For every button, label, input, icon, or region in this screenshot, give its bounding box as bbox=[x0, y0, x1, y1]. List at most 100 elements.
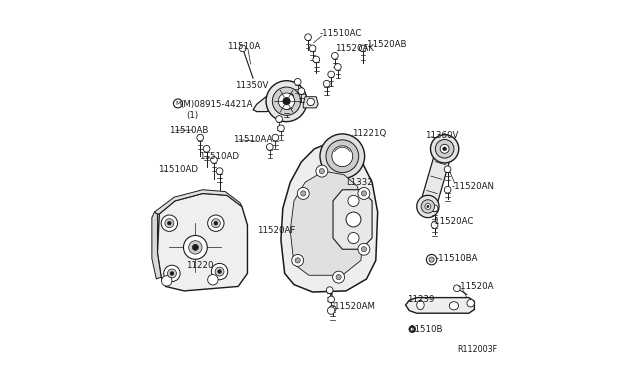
Polygon shape bbox=[333, 190, 372, 249]
Text: 11510AD: 11510AD bbox=[158, 165, 198, 174]
Circle shape bbox=[435, 140, 454, 158]
Text: (1): (1) bbox=[186, 111, 198, 120]
Circle shape bbox=[429, 257, 434, 262]
Circle shape bbox=[431, 205, 438, 212]
Circle shape bbox=[301, 191, 306, 196]
Ellipse shape bbox=[449, 302, 459, 310]
Circle shape bbox=[298, 187, 309, 199]
Circle shape bbox=[440, 144, 449, 153]
Ellipse shape bbox=[417, 301, 424, 310]
Polygon shape bbox=[157, 193, 248, 291]
Circle shape bbox=[346, 212, 361, 227]
Circle shape bbox=[273, 87, 301, 115]
Circle shape bbox=[298, 88, 305, 94]
Circle shape bbox=[410, 327, 414, 331]
Polygon shape bbox=[253, 94, 289, 112]
Circle shape bbox=[266, 81, 307, 122]
Circle shape bbox=[316, 165, 328, 177]
Circle shape bbox=[417, 195, 439, 218]
Circle shape bbox=[330, 305, 336, 312]
Circle shape bbox=[292, 254, 303, 266]
Circle shape bbox=[294, 78, 301, 85]
Circle shape bbox=[431, 222, 438, 228]
Text: 11520AF: 11520AF bbox=[257, 226, 295, 235]
Text: -11520AM: -11520AM bbox=[331, 302, 375, 311]
Circle shape bbox=[193, 244, 198, 250]
Circle shape bbox=[272, 134, 278, 141]
Circle shape bbox=[211, 157, 218, 163]
Text: (M)08915-4421A: (M)08915-4421A bbox=[180, 100, 253, 109]
Circle shape bbox=[295, 258, 300, 263]
Polygon shape bbox=[152, 212, 161, 279]
Circle shape bbox=[358, 187, 370, 199]
Circle shape bbox=[239, 45, 246, 52]
Circle shape bbox=[276, 116, 282, 122]
Circle shape bbox=[319, 169, 324, 174]
Text: L1332: L1332 bbox=[346, 178, 372, 187]
Circle shape bbox=[218, 270, 221, 273]
Circle shape bbox=[173, 99, 182, 108]
Polygon shape bbox=[291, 171, 365, 275]
Text: -11520AN: -11520AN bbox=[452, 182, 495, 190]
Circle shape bbox=[211, 219, 220, 228]
Circle shape bbox=[358, 243, 370, 255]
Circle shape bbox=[409, 326, 415, 333]
Circle shape bbox=[207, 215, 224, 231]
Circle shape bbox=[444, 166, 451, 173]
Circle shape bbox=[427, 205, 429, 208]
Polygon shape bbox=[281, 142, 378, 292]
Circle shape bbox=[165, 219, 174, 228]
Text: 11510AB: 11510AB bbox=[170, 126, 209, 135]
Circle shape bbox=[211, 263, 228, 280]
Circle shape bbox=[309, 45, 316, 52]
Circle shape bbox=[328, 307, 335, 314]
Circle shape bbox=[362, 191, 367, 196]
Circle shape bbox=[283, 97, 291, 105]
Text: 11360V: 11360V bbox=[425, 131, 458, 140]
Text: 11510A: 11510A bbox=[227, 42, 260, 51]
Text: -11520A: -11520A bbox=[458, 282, 494, 291]
Circle shape bbox=[164, 265, 180, 282]
Text: 11350V: 11350V bbox=[234, 81, 268, 90]
Polygon shape bbox=[420, 147, 452, 209]
Circle shape bbox=[278, 93, 294, 109]
Circle shape bbox=[362, 247, 367, 252]
Text: -11520AB: -11520AB bbox=[365, 40, 407, 49]
Text: 11220: 11220 bbox=[186, 262, 214, 270]
Circle shape bbox=[170, 272, 174, 275]
Text: 11520AK: 11520AK bbox=[335, 44, 374, 53]
Text: -11510AC: -11510AC bbox=[320, 29, 362, 38]
Circle shape bbox=[328, 296, 335, 303]
Circle shape bbox=[444, 186, 451, 193]
Circle shape bbox=[332, 146, 353, 167]
Text: 11510B: 11510B bbox=[410, 325, 443, 334]
Circle shape bbox=[168, 221, 172, 225]
Circle shape bbox=[360, 45, 366, 52]
Circle shape bbox=[421, 200, 435, 213]
Circle shape bbox=[189, 241, 202, 254]
Circle shape bbox=[348, 195, 359, 206]
Circle shape bbox=[335, 64, 341, 70]
Text: -11510BA: -11510BA bbox=[435, 254, 478, 263]
Circle shape bbox=[307, 98, 314, 106]
Text: R112003F: R112003F bbox=[458, 345, 498, 354]
Circle shape bbox=[467, 299, 474, 307]
Circle shape bbox=[326, 140, 358, 173]
Circle shape bbox=[214, 221, 218, 225]
Circle shape bbox=[431, 135, 459, 163]
Circle shape bbox=[333, 271, 344, 283]
Polygon shape bbox=[154, 190, 242, 214]
Circle shape bbox=[287, 93, 294, 100]
Text: 11510AD: 11510AD bbox=[199, 152, 239, 161]
Polygon shape bbox=[406, 298, 474, 313]
Circle shape bbox=[203, 145, 210, 152]
Polygon shape bbox=[303, 97, 318, 108]
Text: -11520AC: -11520AC bbox=[431, 217, 474, 226]
Circle shape bbox=[184, 235, 207, 259]
Circle shape bbox=[336, 275, 341, 280]
Text: 11221Q: 11221Q bbox=[351, 129, 386, 138]
Circle shape bbox=[320, 134, 365, 179]
Circle shape bbox=[328, 71, 335, 78]
Circle shape bbox=[332, 52, 338, 59]
Circle shape bbox=[323, 80, 330, 87]
